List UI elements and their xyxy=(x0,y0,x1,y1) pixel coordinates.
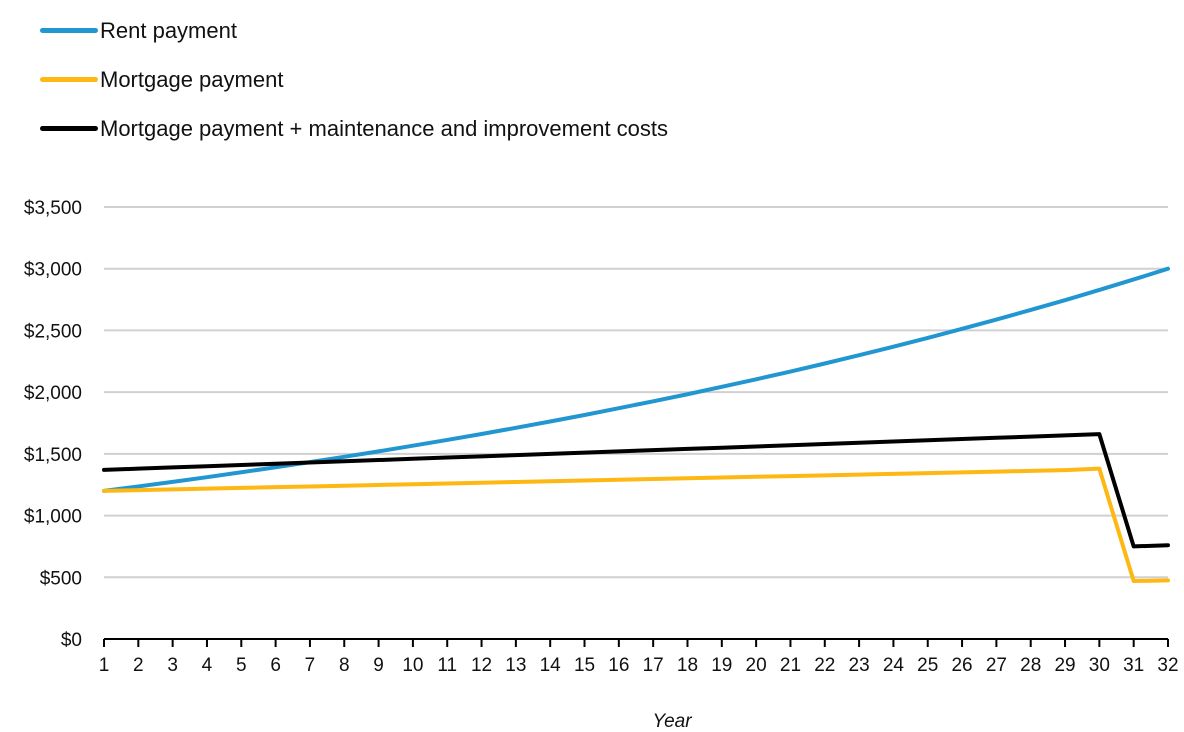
y-tick-label: $0 xyxy=(61,630,82,651)
x-tick-label: 32 xyxy=(1157,655,1178,676)
chart-legend: Rent payment Mortgage payment Mortgage pay… xyxy=(40,6,668,153)
x-tick-label: 12 xyxy=(471,655,492,676)
x-tick-label: 28 xyxy=(1020,655,1041,676)
x-tick-label: 27 xyxy=(986,655,1007,676)
legend-item: Mortgage payment xyxy=(40,55,668,104)
x-tick-label: 7 xyxy=(305,655,316,676)
x-tick-label: 4 xyxy=(202,655,213,676)
y-tick-label: $2,500 xyxy=(24,321,82,342)
y-tick-label: $500 xyxy=(40,568,82,589)
legend-item: Mortgage payment + maintenance and impro… xyxy=(40,104,668,153)
x-tick-label: 30 xyxy=(1089,655,1110,676)
x-tick-label: 15 xyxy=(574,655,595,676)
x-tick-label: 21 xyxy=(780,655,801,676)
x-tick-label: 14 xyxy=(540,655,562,676)
x-tick-label: 17 xyxy=(643,655,664,676)
x-tick-label: 31 xyxy=(1123,655,1144,676)
x-tick-label: 6 xyxy=(270,655,281,676)
y-tick-label: $3,000 xyxy=(24,260,82,281)
x-tick-label: 20 xyxy=(746,655,767,676)
legend-label: Rent payment xyxy=(100,17,237,43)
y-tick-label: $1,000 xyxy=(24,507,82,528)
legend-item: Rent payment xyxy=(40,6,668,55)
legend-label: Mortgage payment + maintenance and impro… xyxy=(100,115,669,141)
y-tick-label: $1,500 xyxy=(24,445,82,466)
x-tick-label: 16 xyxy=(608,655,629,676)
series-line-2 xyxy=(102,466,1170,583)
y-tick-label: $3,500 xyxy=(24,198,82,219)
x-tick-label: 19 xyxy=(711,655,732,676)
x-tick-label: 9 xyxy=(373,655,384,676)
x-tick-label: 25 xyxy=(917,655,938,676)
legend-swatch xyxy=(40,126,98,131)
x-tick-label: 23 xyxy=(849,655,870,676)
x-tick-label: 3 xyxy=(167,655,178,676)
x-tick-label: 18 xyxy=(677,655,698,676)
series-line-1 xyxy=(102,266,1170,493)
x-tick-label: 22 xyxy=(814,655,835,676)
x-tick-label: 29 xyxy=(1054,655,1075,676)
x-tick-label: 11 xyxy=(437,655,457,676)
legend-swatch xyxy=(40,28,98,33)
x-tick-label: 5 xyxy=(236,655,247,676)
legend-label: Mortgage payment xyxy=(100,66,284,92)
y-tick-label: $2,000 xyxy=(24,383,82,404)
x-tick-label: 24 xyxy=(883,655,905,676)
legend-swatch xyxy=(40,77,98,82)
x-tick-label: 8 xyxy=(339,655,350,676)
x-tick-label: 13 xyxy=(505,655,526,676)
x-tick-label: 10 xyxy=(402,655,423,676)
x-axis-title: Year xyxy=(652,711,692,732)
x-tick-label: 1 xyxy=(99,655,110,676)
x-tick-label: 26 xyxy=(951,655,972,676)
series-line-3 xyxy=(102,432,1170,549)
x-tick-label: 2 xyxy=(133,655,144,676)
